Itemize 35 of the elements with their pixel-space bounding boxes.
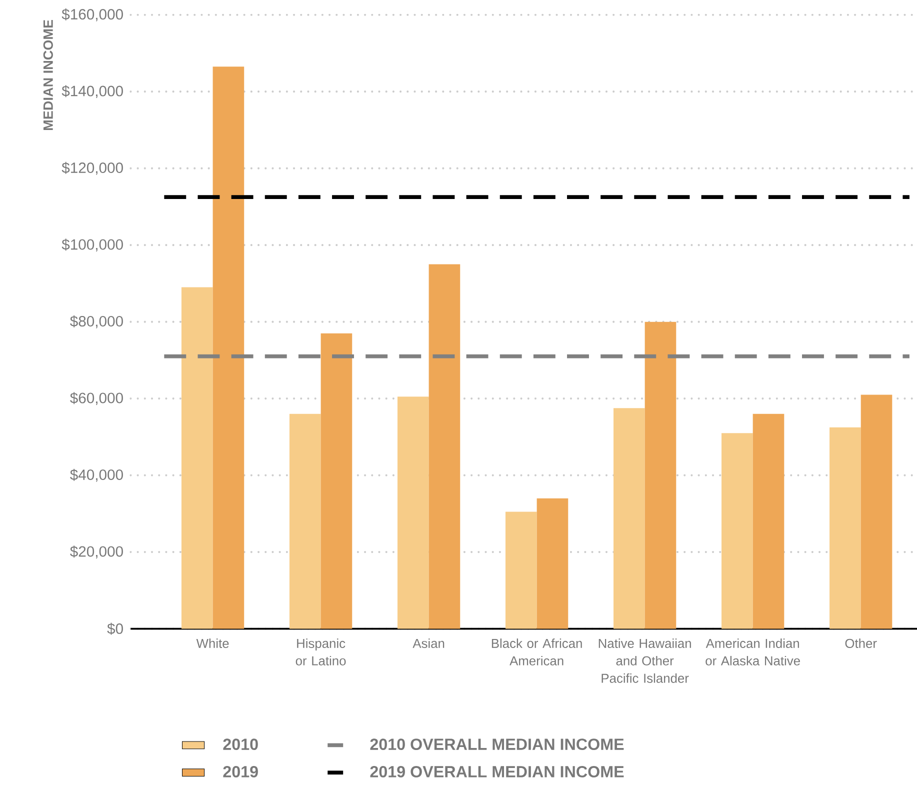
legend-label: 2010 (223, 738, 258, 750)
bar (644, 322, 676, 629)
bar (212, 66, 244, 629)
y-tick-label: $80,000 (70, 315, 123, 328)
bar (320, 333, 352, 629)
y-tick-label: $140,000 (62, 85, 123, 98)
x-tick-label: White (196, 638, 229, 648)
bar (722, 433, 753, 629)
y-tick-label: $100,000 (62, 238, 123, 252)
bar (428, 264, 460, 629)
y-tick-label: $160,000 (62, 8, 123, 22)
y-tick-label: $120,000 (62, 162, 123, 175)
bar (830, 427, 861, 629)
y-tick-label: $0 (107, 622, 123, 635)
x-tick-label: Hispanic or Latino (296, 638, 346, 666)
y-axis-title: MEDIAN INCOME (43, 20, 53, 130)
x-tick-label: Other (845, 638, 877, 648)
legend-label: 2019 OVERALL MEDIAN INCOME (370, 766, 624, 778)
x-tick-label: American Indian or Alaska Native (706, 638, 800, 666)
bar (289, 414, 321, 629)
bar (536, 498, 568, 629)
bar (397, 396, 429, 629)
bar (860, 394, 892, 629)
x-tick-label: Native Hawaiian and Other Pacific Islander (598, 638, 691, 683)
x-tick-label: Black or African American (492, 638, 582, 666)
legend-label: 2010 OVERALL MEDIAN INCOME (370, 738, 624, 750)
bar (181, 287, 213, 629)
x-tick-label: Asian (412, 638, 444, 648)
y-tick-label: $40,000 (70, 468, 123, 482)
legend-label: 2019 (223, 766, 258, 778)
bar (752, 414, 784, 629)
y-tick-label: $20,000 (70, 546, 123, 559)
y-tick-label: $60,000 (70, 392, 123, 406)
bar (505, 512, 537, 629)
bar (614, 408, 645, 629)
